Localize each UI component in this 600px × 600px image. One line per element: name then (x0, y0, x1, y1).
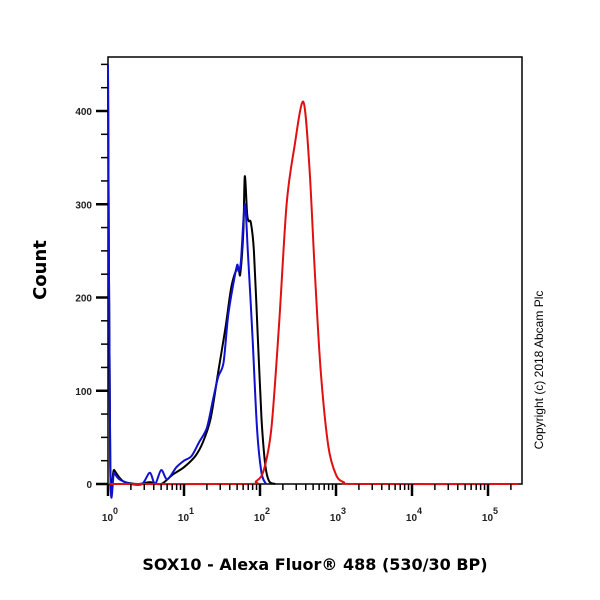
series-red-curve (107, 100, 519, 486)
x-axis-title: SOX10 - Alexa Fluor® 488 (530/30 BP) (142, 555, 487, 574)
x-axis: 100 101 102 103 104 105 (102, 484, 512, 524)
x-tick-label: 101 (178, 506, 194, 524)
copyright-annotation: Copyright (c) 2018 Abcam Plc (532, 291, 546, 450)
x-tick-label: 103 (330, 506, 346, 524)
y-axis-title: Count (30, 240, 51, 300)
x-tick-label: 105 (482, 506, 498, 524)
x-tick-label: 100 (102, 506, 118, 524)
series-blue-curve (107, 64, 268, 499)
x-tick-label: 102 (254, 506, 270, 524)
y-axis: 0 100 200 300 400 (75, 63, 108, 491)
y-tick-label: 200 (75, 294, 92, 305)
y-tick-label: 300 (75, 200, 92, 211)
y-tick-label: 100 (75, 387, 92, 398)
series-layer (107, 64, 519, 499)
y-tick-label: 0 (86, 480, 92, 491)
x-tick-label: 104 (406, 506, 422, 524)
y-tick-label: 400 (75, 107, 92, 118)
